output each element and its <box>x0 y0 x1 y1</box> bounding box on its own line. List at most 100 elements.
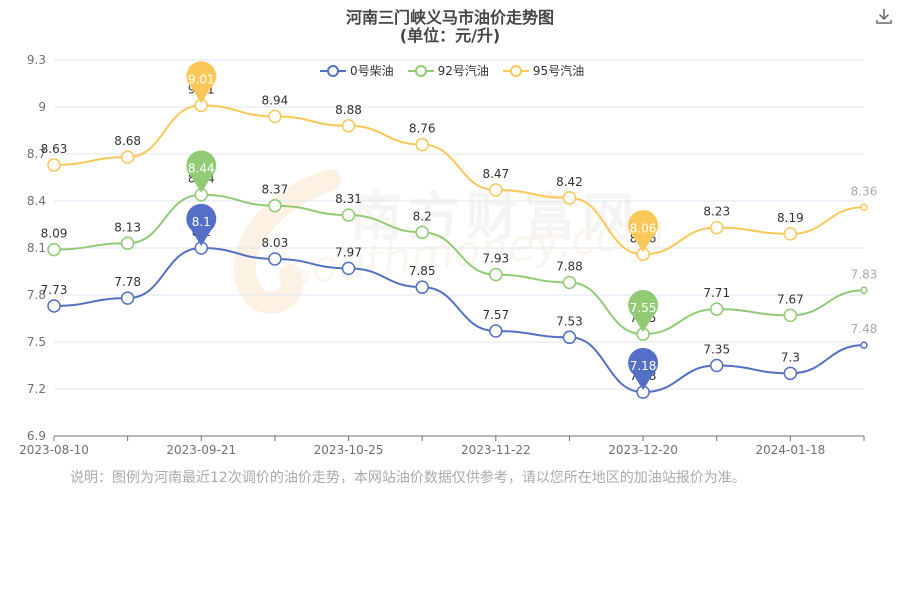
y-tick-label: 8.7 <box>27 147 46 161</box>
data-point[interactable] <box>709 302 724 316</box>
data-label: 7.3 <box>781 350 800 364</box>
y-tick-label: 8.1 <box>27 241 46 255</box>
data-label: 8.09 <box>41 227 68 241</box>
chart-title: 河南三门峡义马市油价走势图 <box>345 8 554 27</box>
data-point[interactable] <box>120 150 135 164</box>
marker-pin: 8.1 <box>186 203 217 246</box>
data-point[interactable] <box>783 227 798 241</box>
legend-marker-icon <box>407 64 434 77</box>
legend-label: 95号汽油 <box>532 64 585 78</box>
legend-item[interactable]: 92号汽油 <box>407 62 489 79</box>
data-point[interactable] <box>489 267 503 282</box>
data-point[interactable] <box>415 225 429 240</box>
data-point[interactable] <box>120 236 135 251</box>
x-tick-label: 2024-01-18 <box>755 443 825 457</box>
data-label: 7.78 <box>114 275 141 289</box>
data-label: 7.53 <box>556 314 583 328</box>
data-label: 7.83 <box>851 267 878 281</box>
data-point[interactable] <box>415 137 429 152</box>
legend: 0号柴油 92号汽油 95号汽油 <box>320 62 584 79</box>
chart-subtitle: (单位：元/升) <box>399 26 501 45</box>
legend-item[interactable]: 95号汽油 <box>502 62 585 79</box>
chart-note: 说明：图例为河南最近12次调价的油价走势，本网站油价数据仅供参考，请以您所在地区… <box>70 470 746 486</box>
series-line <box>53 246 865 394</box>
legend-marker-icon <box>502 64 529 77</box>
x-tick-label: 2023-12-20 <box>608 443 678 457</box>
y-tick-label: 9.3 <box>27 53 46 67</box>
data-label: 8.03 <box>262 236 289 250</box>
y-tick-label: 7.5 <box>27 335 46 349</box>
legend-marker-icon <box>320 64 346 77</box>
data-point[interactable] <box>709 358 724 373</box>
data-point[interactable] <box>47 299 61 313</box>
marker-pin: 9.01 <box>186 61 217 104</box>
data-point[interactable] <box>268 252 282 266</box>
pin-label: 7.18 <box>630 359 657 373</box>
data-point[interactable] <box>120 291 135 305</box>
data-point[interactable] <box>341 261 356 276</box>
legend-label: 0号柴油 <box>350 64 394 78</box>
marker-pin: 8.06 <box>628 210 659 253</box>
data-label: 7.88 <box>556 259 583 273</box>
pin-shape <box>186 61 217 104</box>
data-label: 7.35 <box>703 343 730 357</box>
data-point[interactable] <box>268 109 282 124</box>
data-label: 8.13 <box>114 220 141 234</box>
watermark-cn: 南方财富网 <box>350 188 640 248</box>
data-point[interactable] <box>489 324 503 338</box>
data-point[interactable] <box>562 191 577 205</box>
pin-label: 8.44 <box>188 162 215 176</box>
download-icon[interactable] <box>874 6 894 26</box>
data-label: 8.88 <box>335 103 362 117</box>
data-label: 8.36 <box>851 184 878 198</box>
data-point[interactable] <box>47 158 61 172</box>
x-tick-label: 2023-10-25 <box>314 443 384 457</box>
data-point[interactable] <box>860 203 868 212</box>
data-label: 8.63 <box>41 142 68 156</box>
data-point[interactable] <box>562 330 577 345</box>
data-point[interactable] <box>341 119 356 133</box>
data-point[interactable] <box>268 198 282 213</box>
data-label: 7.85 <box>409 264 436 278</box>
pin-shape <box>628 289 659 333</box>
marker-pin: 7.18 <box>628 347 659 391</box>
pin-label: 7.55 <box>630 301 657 315</box>
data-label: 8.42 <box>556 175 583 189</box>
data-label: 8.94 <box>262 93 289 107</box>
pin-shape <box>628 347 659 391</box>
data-label: 7.73 <box>41 283 68 297</box>
data-label: 7.97 <box>335 245 362 259</box>
pin-label: 8.06 <box>630 221 657 235</box>
pin-shape <box>186 150 217 193</box>
data-point[interactable] <box>783 308 798 323</box>
pin-label: 9.01 <box>188 72 215 86</box>
data-label: 7.93 <box>482 252 509 266</box>
data-label: 8.2 <box>413 209 432 223</box>
data-point[interactable] <box>415 280 429 294</box>
data-point[interactable] <box>860 286 868 295</box>
data-label: 8.68 <box>114 134 141 148</box>
data-point[interactable] <box>489 183 503 197</box>
y-tick-label: 7.8 <box>27 288 46 302</box>
data-point[interactable] <box>709 220 724 235</box>
data-label: 8.47 <box>482 167 509 181</box>
data-point[interactable] <box>783 366 798 381</box>
data-label: 7.67 <box>777 292 804 306</box>
data-point[interactable] <box>47 242 61 257</box>
data-point[interactable] <box>860 341 868 349</box>
pin-shape <box>628 210 659 253</box>
data-label: 7.48 <box>851 322 878 336</box>
marker-pin: 7.55 <box>628 289 659 333</box>
y-tick-label: 6.9 <box>27 429 46 443</box>
data-label: 8.23 <box>703 205 730 219</box>
pin-shape <box>186 203 217 246</box>
data-label: 7.71 <box>703 286 730 300</box>
x-tick-label: 2023-11-22 <box>461 443 531 457</box>
marker-pin: 8.44 <box>186 150 217 193</box>
data-label: 8.31 <box>335 192 362 206</box>
data-point[interactable] <box>341 208 356 222</box>
data-point[interactable] <box>562 275 577 290</box>
legend-item[interactable]: 0号柴油 <box>320 62 394 79</box>
